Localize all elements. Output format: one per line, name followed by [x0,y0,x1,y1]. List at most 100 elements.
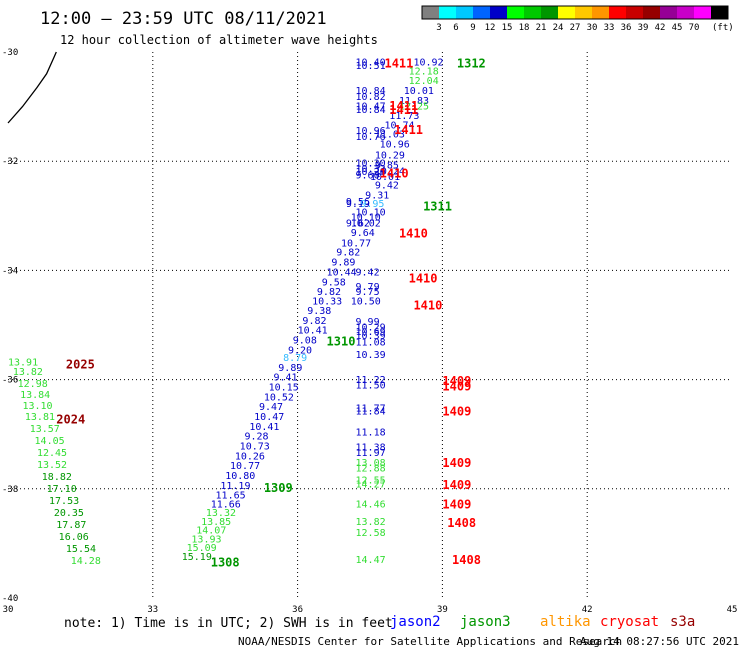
colorbar-label: 18 [519,23,530,33]
colorbar-swatch [643,6,660,19]
colorbar-unit: (ft) [712,23,734,33]
wave-height-point: 13.81 [25,412,55,423]
colorbar-swatch [473,6,490,19]
time-labels: 1411 131214111411141114101311141014101410… [56,56,486,569]
wave-height-colorbar: 3 6 9 12 15 18 21 24 27 30 33 36 39 42 45 70 [421,5,729,33]
wave-height-point: 10.40 [356,58,386,69]
x-tick-label: 33 [147,605,158,615]
wave-height-point: 13.32 [206,508,236,519]
satellite-legend-item: jason2 [390,614,441,630]
wave-height-point: 9.99 [356,317,380,328]
colorbar-label: 9 [470,23,475,33]
time-label: 1310 [327,335,356,349]
colorbar-swatch [558,6,575,19]
wave-height-point: 15.09 [187,543,217,554]
x-tick-labels: 30 33 36 39 42 45 [3,605,738,615]
colorbar-swatch [422,6,439,19]
wave-height-point: 13.82 [13,367,43,378]
time-label: 1409 [442,405,471,419]
colorbar-label: 15 [502,23,513,33]
wave-height-point: 13.82 [356,517,386,528]
wave-height-point: 9.75 [356,287,380,298]
wave-height-point: 10.77 [230,461,260,472]
wave-height-point: 11.03 [375,130,405,141]
wave-height-point: 12.25 [399,101,429,112]
wave-height-point: 10.92 [413,58,443,69]
colorbar-swatch [626,6,643,19]
satellite-legend-item: jason3 [460,614,511,630]
wave-height-point: 11.77 [356,403,386,414]
wave-height-point: 11.50 [356,380,386,391]
wave-height-point: 12.18 [409,66,439,77]
wave-height-point: 15.54 [66,544,96,555]
wave-height-point: 15.19 [182,552,212,563]
chart-title: 12:00 – 23:59 UTC 08/11/2021 [40,9,327,29]
wave-height-point: 9.08 [293,336,317,347]
wave-height-point: 9.62 [346,219,370,230]
wave-height-point: 10.39 [356,331,386,342]
colorbar-label: 3 [436,23,441,33]
colorbar-swatch [524,6,541,19]
y-tick-label: -36 [2,376,18,386]
wave-height-point: 11.08 [356,338,386,349]
wave-height-point: 10.10 [351,213,381,224]
wave-height-point: 10.80 [225,471,255,482]
satellite-legend-item: altika [540,614,591,630]
wave-height-point: 12.98 [18,379,48,390]
wave-height-point: 10.47 [356,101,386,112]
colorbar-swatch [575,6,592,19]
time-label: 1410 [413,299,442,313]
satellite-legend-item: cryosat [600,614,659,630]
wave-height-point: 12.88 [356,463,386,474]
time-label: 1408 [452,553,481,567]
wave-height-point: 9.89 [278,363,302,374]
wave-height-point: 10.74 [384,120,414,131]
wave-height-point: 9.79 [356,282,380,293]
wave-height-point: 9.60 [356,171,380,182]
wave-height-point: 14.05 [35,436,65,447]
wave-height-point: 11.19 [220,481,250,492]
x-tick-label: 36 [292,605,303,615]
wave-height-point: 10.52 [264,392,294,403]
wave-height-point: 11.66 [211,499,241,510]
colorbar-swatch [609,6,626,19]
wave-height-point: 10.84 [356,86,386,97]
wave-height-point: 10.96 [380,140,410,151]
wave-height-point: 12.55 [356,475,386,486]
wave-height-point: 11.22 [356,375,386,386]
x-tick-label: 42 [582,605,593,615]
wave-height-point: 13.85 [201,517,231,528]
wave-height-point: 9.56 [346,197,370,208]
wave-height-point: 14.46 [356,499,386,510]
time-label: 1409 [442,380,471,394]
y-tick-label: -30 [2,48,18,58]
colorbar-swatch [694,6,711,19]
y-tick-label: -34 [2,266,18,276]
wave-height-point: 13.57 [30,424,60,435]
wave-height-point: 10.33 [312,296,342,307]
colorbar-swatch [660,6,677,19]
wave-height-point: 20.35 [54,508,84,519]
wave-height-point: 10.15 [269,383,299,394]
wave-height-point: 10.84 [356,105,386,116]
wave-height-point: 10.41 [249,422,279,433]
time-label: 1409 [442,497,471,511]
wave-height-point: 10.02 [351,219,381,230]
coastline [7,51,57,124]
wave-height-point: 9.19 [346,199,370,210]
time-label: 1311 [423,199,452,213]
footer-credit: NOAA/NESDIS Center for Satellite Applica… [238,635,622,648]
wave-height-point: 12.45 [37,448,67,459]
wave-height-point: 10.01 [370,172,400,183]
wave-height-point: 17.10 [47,484,77,495]
wave-height-point: 11.83 [399,96,429,107]
time-label: 1411 [389,99,418,113]
wave-height-point: 10.73 [240,441,270,452]
wave-height-point: 9.20 [288,345,312,356]
colorbar-swatch [592,6,609,19]
wave-height-point: 16.06 [59,532,89,543]
colorbar-label: 6 [453,23,458,33]
wave-height-point: 9.42 [356,267,380,278]
time-label: 1312 [457,56,486,70]
